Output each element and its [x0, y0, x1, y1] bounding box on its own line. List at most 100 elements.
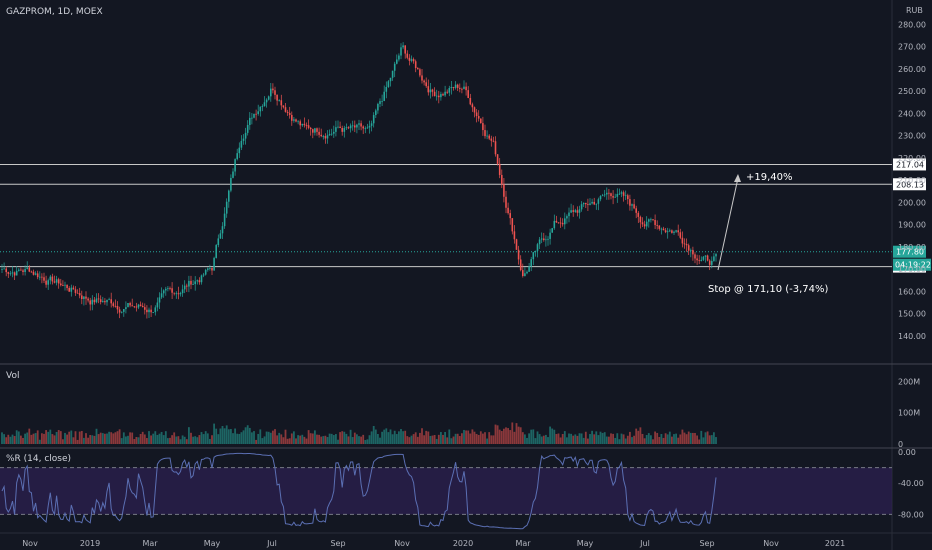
projection-arrow[interactable] — [717, 174, 741, 271]
candle-body — [555, 220, 558, 223]
volume-bar — [551, 428, 554, 444]
candle-body — [305, 125, 308, 126]
volume-bar — [603, 432, 606, 444]
volume-bar — [467, 430, 470, 444]
volume-bar — [433, 435, 436, 444]
time-tick-label: Nov — [22, 539, 38, 548]
candle-body — [18, 269, 20, 271]
volume-bar — [83, 437, 85, 444]
candle-body — [102, 301, 104, 303]
volume-bar — [471, 429, 474, 444]
candle-body — [580, 204, 583, 210]
candle-body — [360, 123, 362, 127]
volume-bar — [284, 429, 287, 444]
candle-body — [127, 302, 129, 308]
candle-body — [3, 268, 5, 270]
williams-r-title: %R (14, close) — [6, 454, 71, 464]
candle-body — [244, 132, 247, 139]
volume-bar — [656, 432, 659, 444]
candle-body — [549, 232, 551, 239]
candle-body — [148, 309, 150, 313]
volume-bar — [364, 439, 367, 444]
volume-title: Vol — [6, 371, 19, 381]
volume-bar — [700, 430, 703, 444]
volume-bar — [658, 437, 661, 444]
volume-bar — [605, 436, 608, 444]
volume-bar — [639, 427, 642, 444]
volume-bar — [143, 434, 146, 444]
price-axis[interactable]: 140.00 150.00 160.00 170.00 180.00 190.00 200.… — [898, 20, 926, 519]
volume-bar — [505, 427, 507, 444]
volume-bar — [152, 433, 155, 444]
candle-body — [160, 293, 163, 298]
candle-body — [601, 195, 604, 197]
price-tick-label: 240.00 — [898, 109, 926, 118]
candle-body — [34, 273, 37, 275]
candle-body — [375, 110, 377, 116]
candle-body — [513, 231, 516, 240]
volume-bar — [339, 432, 341, 444]
volume-bar — [687, 431, 690, 444]
volume-bar — [194, 436, 197, 444]
candle-body — [253, 113, 255, 118]
candle-body — [620, 192, 623, 194]
candle-body — [675, 230, 677, 232]
candle-body — [270, 88, 272, 97]
currency-label: RUB — [906, 6, 923, 15]
candle-body — [211, 267, 213, 271]
volume-bar — [679, 434, 682, 444]
volume-bar — [662, 437, 665, 444]
candle-body — [236, 153, 238, 160]
candle-body — [53, 281, 56, 283]
volume-bar — [442, 434, 444, 444]
volume-bar — [28, 428, 31, 444]
williams-r-tick-label: 0.00 — [898, 448, 916, 457]
volume-bar — [173, 432, 176, 444]
volume-bar — [267, 431, 270, 444]
candle-body — [278, 100, 280, 102]
candle-body — [68, 287, 70, 292]
volume-bar — [549, 426, 551, 444]
volume-bar — [7, 434, 10, 444]
candle-body — [354, 125, 356, 128]
projection-arrow-head — [734, 174, 741, 182]
volume-bar — [112, 433, 115, 444]
volume-bar — [139, 434, 142, 444]
projection-arrow-line — [717, 177, 739, 271]
candle-body — [692, 249, 694, 255]
volume-bar — [57, 430, 60, 444]
candle-body — [414, 61, 417, 69]
volume-bar — [309, 433, 312, 444]
candle-body — [393, 63, 396, 71]
candle-body — [666, 231, 669, 233]
candle-body — [408, 57, 411, 61]
candle-body — [28, 267, 31, 272]
volume-bar — [282, 437, 285, 444]
volume-bar — [41, 433, 43, 444]
candle-body — [356, 124, 358, 128]
candle-body — [272, 88, 274, 91]
volume-bar — [227, 429, 230, 444]
candle-body — [173, 292, 175, 294]
volume-bar — [458, 436, 461, 444]
candle-body — [698, 260, 700, 262]
candle-body — [299, 121, 301, 126]
candle-body — [167, 288, 169, 290]
williams-r-tick-label: -40.00 — [898, 479, 924, 488]
candle-body — [110, 299, 112, 304]
candle-body — [280, 100, 283, 106]
time-axis[interactable]: Nov 2019 Mar May Jul Sep Nov 2020 Mar May Jul Sep No… — [22, 539, 845, 548]
candle-body — [377, 103, 379, 111]
candle-body — [20, 269, 22, 271]
horizontal-line-price-tag — [893, 158, 926, 171]
williams-r-band — [0, 467, 892, 515]
time-tick-label: Mar — [142, 539, 158, 548]
price-tick-label: 220.00 — [898, 154, 926, 163]
volume-bar — [120, 438, 123, 444]
candle-body — [582, 202, 585, 205]
candle-body — [60, 283, 62, 286]
candle-body — [309, 127, 312, 130]
candle-body — [11, 272, 14, 274]
volume-bar — [288, 438, 291, 444]
